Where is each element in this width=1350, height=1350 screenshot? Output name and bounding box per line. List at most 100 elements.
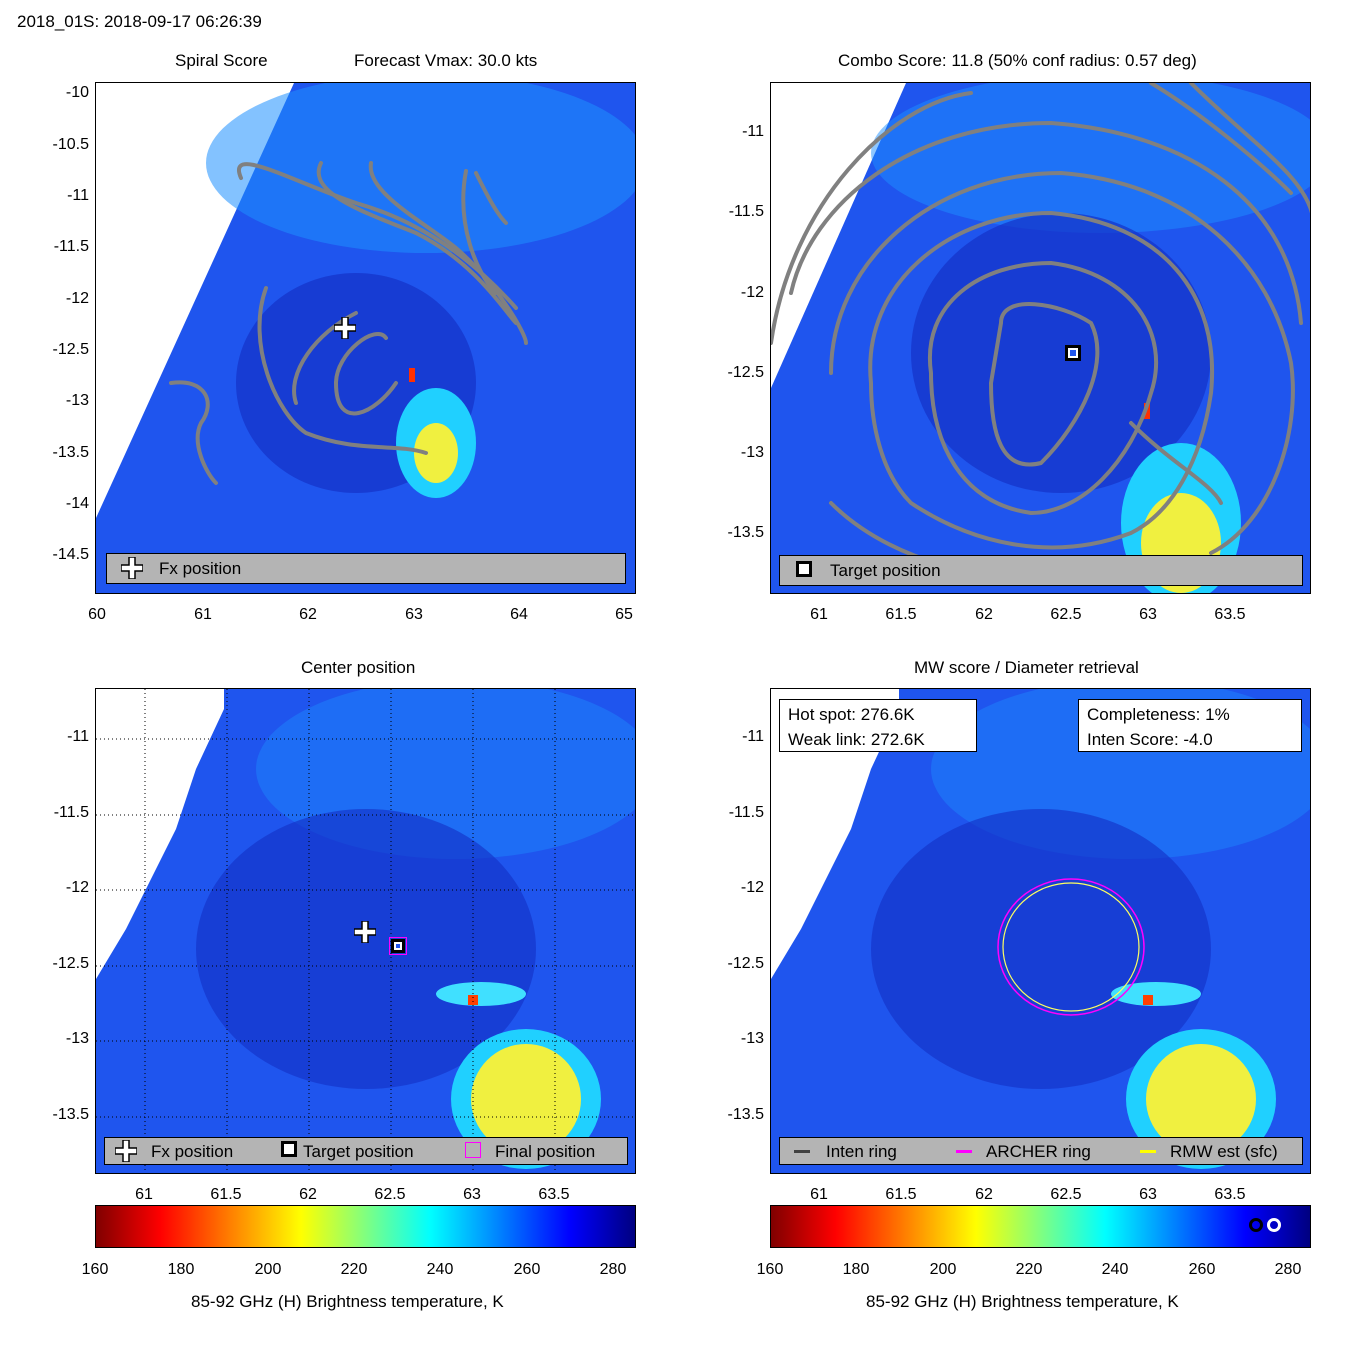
- hot-spot-dot-icon: [1249, 1218, 1263, 1232]
- x-tick-label: 62: [299, 1186, 317, 1203]
- fx-position-marker-center: [354, 921, 376, 943]
- square-icon: [281, 1141, 297, 1157]
- y-tick-label: -11.5: [53, 804, 89, 821]
- combo-title: Combo Score: 11.8 (50% conf radius: 0.57…: [838, 51, 1197, 70]
- center-legend: Fx position Target position Final positi…: [104, 1137, 628, 1165]
- weak-link-text: Weak link: 272.6K: [788, 730, 925, 749]
- spiral-plot-area: Fx position: [95, 82, 636, 594]
- y-tick-label: -13.5: [52, 1106, 89, 1123]
- x-tick-label: 63: [463, 1186, 481, 1203]
- spiral-legend-fx: Fx position: [159, 559, 242, 578]
- combo-plot-area: Target position: [770, 82, 1311, 594]
- x-tick-label: 61: [810, 1186, 828, 1203]
- target-position-marker-combo: [1065, 345, 1081, 361]
- x-tick-label: 160: [81, 1261, 109, 1278]
- colorbar-right: [770, 1205, 1311, 1248]
- completeness-text: Completeness: 1%: [1087, 705, 1230, 724]
- x-tick-label: 61: [135, 1186, 153, 1203]
- x-tick-label: 240: [1101, 1261, 1129, 1278]
- combo-legend-target: Target position: [830, 561, 941, 580]
- x-tick-label: 62.5: [374, 1186, 406, 1203]
- y-tick-label: -12.5: [727, 955, 764, 972]
- y-tick-label: -12: [740, 284, 764, 301]
- center-plot-area: Fx position Target position Final positi…: [95, 688, 636, 1174]
- y-tick-label: -12: [65, 879, 89, 896]
- x-tick-label: 61.5: [885, 606, 917, 623]
- square-icon: [796, 561, 812, 577]
- y-tick-label: -12.5: [52, 341, 89, 358]
- x-tick-label: 180: [842, 1261, 870, 1278]
- spiral-heatmap: [96, 83, 635, 593]
- center-title: Center position: [301, 658, 416, 677]
- y-tick-label: -11.5: [53, 238, 89, 255]
- mw-title: MW score / Diameter retrieval: [914, 658, 1139, 677]
- y-tick-label: -13: [740, 444, 764, 461]
- spiral-vmax: Forecast Vmax: 30.0 kts: [354, 51, 538, 70]
- y-tick-label: -14.5: [52, 546, 89, 563]
- colorbar-left: [95, 1205, 636, 1248]
- spiral-legend: Fx position: [106, 553, 626, 584]
- x-tick-label: 280: [1274, 1261, 1302, 1278]
- x-tick-label: 63.5: [1214, 606, 1246, 623]
- mw-heatmap: [771, 689, 1310, 1173]
- y-tick-label: -13: [740, 1030, 764, 1047]
- x-tick-label: 62.5: [1050, 1186, 1082, 1203]
- x-tick-label: 62: [975, 606, 993, 623]
- x-tick-label: 64: [510, 606, 528, 623]
- y-tick-label: -11: [742, 123, 764, 140]
- x-tick-label: 220: [1015, 1261, 1043, 1278]
- y-tick-label: -11.5: [728, 203, 764, 220]
- mw-legend-rmw: RMW est (sfc): [1170, 1142, 1278, 1161]
- combo-legend: Target position: [779, 555, 1303, 586]
- weak-link-dot-icon: [1267, 1218, 1281, 1232]
- y-tick-label: -13.5: [727, 524, 764, 541]
- x-tick-label: 63: [1139, 606, 1157, 623]
- x-tick-label: 61: [194, 606, 212, 623]
- x-tick-label: 62: [975, 1186, 993, 1203]
- x-tick-label: 280: [599, 1261, 627, 1278]
- y-tick-label: -11.5: [728, 804, 764, 821]
- inten-ring-swatch: [794, 1150, 810, 1153]
- inten-score-text: Inten Score: -4.0: [1087, 730, 1213, 749]
- y-tick-label: -12.5: [727, 364, 764, 381]
- y-tick-label: -13: [65, 392, 89, 409]
- x-tick-label: 220: [340, 1261, 368, 1278]
- center-legend-final: Final position: [495, 1142, 596, 1161]
- final-square-icon: [465, 1142, 481, 1158]
- x-tick-label: 63.5: [1214, 1186, 1246, 1203]
- mw-legend-archer: ARCHER ring: [986, 1142, 1091, 1161]
- x-tick-label: 160: [756, 1261, 784, 1278]
- combo-heatmap: [771, 83, 1310, 593]
- rmw-ring: [1002, 882, 1140, 1012]
- x-tick-label: 63: [1139, 1186, 1157, 1203]
- y-tick-label: -12.5: [52, 955, 89, 972]
- y-tick-label: -13.5: [52, 444, 89, 461]
- y-tick-label: -13.5: [727, 1106, 764, 1123]
- archer-ring-swatch: [956, 1150, 972, 1153]
- archer-ring: [997, 878, 1145, 1016]
- colorbar-right-label: 85-92 GHz (H) Brightness temperature, K: [866, 1292, 1179, 1311]
- spiral-title: Spiral Score: [175, 51, 268, 70]
- x-tick-label: 61.5: [885, 1186, 917, 1203]
- target-position-marker-center: [391, 939, 405, 953]
- mw-legend: Inten ring ARCHER ring RMW est (sfc): [779, 1137, 1303, 1165]
- x-tick-label: 260: [513, 1261, 541, 1278]
- hot-spot-info: Hot spot: 276.6K Weak link: 272.6K: [779, 699, 977, 752]
- center-legend-fx: Fx position: [151, 1142, 234, 1161]
- rmw-swatch: [1140, 1150, 1156, 1153]
- fx-position-marker-spiral: [334, 317, 356, 339]
- center-legend-target: Target position: [303, 1142, 414, 1161]
- figure-title: 2018_01S: 2018-09-17 06:26:39: [17, 12, 262, 31]
- y-tick-label: -13: [65, 1030, 89, 1047]
- hot-spot-text: Hot spot: 276.6K: [788, 705, 915, 724]
- mw-plot-area: Hot spot: 276.6K Weak link: 272.6K Compl…: [770, 688, 1311, 1174]
- y-tick-label: -11: [742, 728, 764, 745]
- x-tick-label: 240: [426, 1261, 454, 1278]
- x-tick-label: 180: [167, 1261, 195, 1278]
- y-tick-label: -12: [740, 879, 764, 896]
- final-position-marker-center: [389, 937, 407, 955]
- y-tick-label: -14: [65, 495, 89, 512]
- completeness-info: Completeness: 1% Inten Score: -4.0: [1078, 699, 1302, 752]
- y-tick-label: -11: [67, 187, 89, 204]
- x-tick-label: 63: [405, 606, 423, 623]
